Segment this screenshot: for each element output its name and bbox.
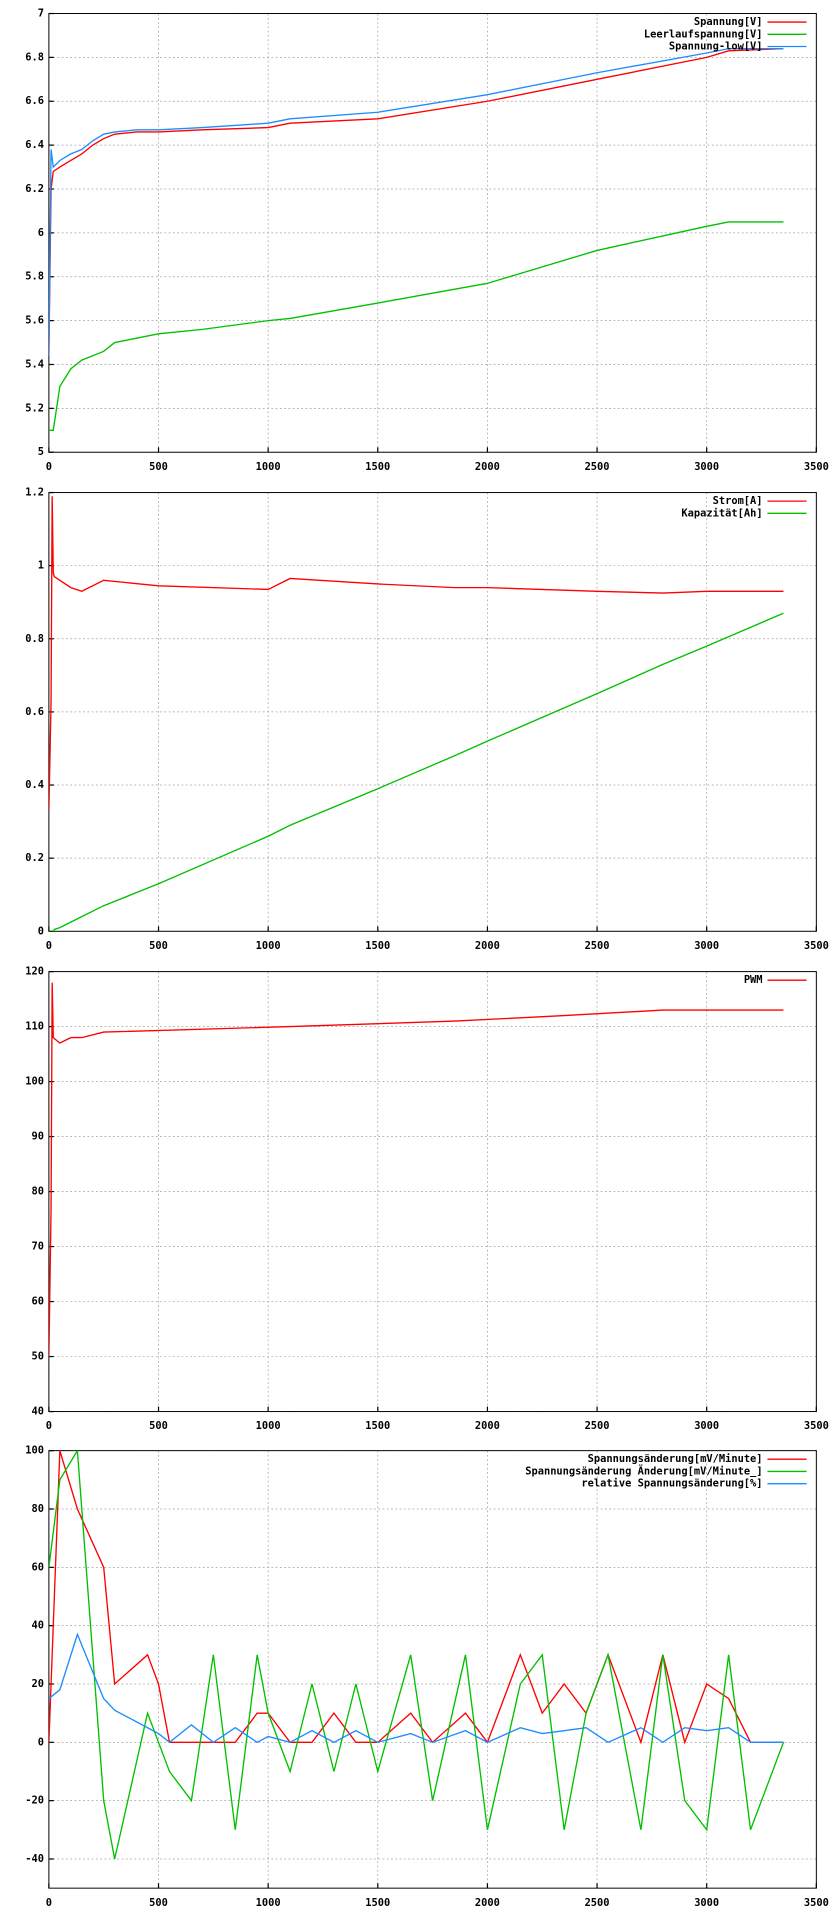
plot-frame	[48, 492, 817, 932]
x-tick-label: 3000	[694, 1420, 719, 1432]
y-tick-label: -40	[25, 1853, 44, 1865]
y-tick-label: 40	[31, 1620, 44, 1632]
y-tick-label: 5.2	[25, 402, 44, 414]
x-tick-label: 2500	[585, 940, 610, 952]
y-tick-label: 100	[25, 1076, 44, 1088]
x-tick-label: 2500	[585, 1897, 610, 1909]
y-tick-label: 60	[31, 1561, 44, 1573]
x-tick-label: 1000	[256, 1420, 281, 1432]
plot-frame	[48, 13, 817, 453]
y-tick-label: 0.6	[25, 706, 44, 718]
x-tick-label: 2000	[475, 1897, 500, 1909]
legend-label: Leerlaufspannung[V]	[644, 28, 763, 40]
series-line	[48, 1450, 784, 1745]
y-tick-label: 40	[31, 1406, 44, 1418]
x-tick-label: 3500	[804, 461, 829, 473]
y-tick-label: 110	[25, 1021, 44, 1033]
legend-label: Strom[A]	[713, 495, 763, 507]
x-tick-label: 1500	[365, 1420, 390, 1432]
x-tick-label: 500	[149, 461, 168, 473]
x-tick-label: 0	[46, 1897, 52, 1909]
y-tick-label: 0	[38, 1736, 44, 1748]
y-tick-label: 0.2	[25, 852, 44, 864]
y-tick-label: -20	[25, 1795, 44, 1807]
y-tick-label: 6.8	[25, 51, 44, 63]
legend-label: Spannungsänderung[mV/Minute]	[588, 1453, 763, 1465]
y-tick-label: 5.4	[25, 358, 44, 370]
series-line	[48, 47, 784, 356]
series-line	[48, 47, 784, 354]
y-tick-label: 100	[25, 1445, 44, 1457]
y-tick-label: 120	[25, 966, 44, 978]
y-tick-label: 20	[31, 1678, 44, 1690]
x-tick-label: 500	[149, 1420, 168, 1432]
y-tick-label: 60	[31, 1296, 44, 1308]
x-tick-label: 500	[149, 1897, 168, 1909]
x-tick-label: 3500	[804, 940, 829, 952]
x-tick-label: 3000	[694, 1897, 719, 1909]
y-tick-label: 70	[31, 1241, 44, 1253]
x-tick-label: 3500	[804, 1897, 829, 1909]
x-tick-label: 1500	[365, 1897, 390, 1909]
series-line	[48, 612, 784, 932]
y-tick-label: 90	[31, 1131, 44, 1143]
y-tick-label: 5	[38, 446, 44, 458]
y-tick-label: 5.8	[25, 271, 44, 283]
series-line	[48, 221, 784, 431]
legend-label: relative Spannungsänderung[%]	[581, 1478, 762, 1490]
x-tick-label: 2000	[475, 940, 500, 952]
y-tick-label: 0.4	[25, 779, 44, 791]
series-line	[48, 982, 784, 1357]
x-tick-label: 0	[46, 461, 52, 473]
x-tick-label: 3000	[694, 940, 719, 952]
y-tick-label: 6.4	[25, 139, 44, 151]
x-tick-label: 3000	[694, 461, 719, 473]
y-tick-label: 0.8	[25, 633, 44, 645]
legend-label: Spannungsänderung Änderung[mV/Minute_]	[525, 1463, 762, 1477]
series-line	[48, 1450, 785, 1860]
legend-label: Kapazität[Ah]	[681, 507, 762, 519]
x-tick-label: 1000	[256, 461, 281, 473]
series-line	[48, 1632, 784, 1744]
x-tick-label: 3500	[804, 1420, 829, 1432]
x-tick-label: 2000	[475, 461, 500, 473]
legend-label: PWM	[744, 974, 763, 986]
x-tick-label: 1500	[365, 461, 390, 473]
x-tick-label: 0	[46, 940, 52, 952]
y-tick-label: 6.6	[25, 95, 44, 107]
y-tick-label: 80	[31, 1503, 44, 1515]
y-tick-label: 7	[38, 8, 44, 20]
x-tick-label: 2500	[585, 1420, 610, 1432]
plot-frame	[48, 1450, 817, 1889]
x-tick-label: 500	[149, 940, 168, 952]
y-tick-label: 5.6	[25, 315, 44, 327]
x-tick-label: 0	[46, 1420, 52, 1432]
x-tick-label: 1000	[256, 940, 281, 952]
x-tick-label: 2500	[585, 461, 610, 473]
y-tick-label: 80	[31, 1186, 44, 1198]
series-line	[48, 496, 784, 811]
y-tick-label: 6	[38, 227, 44, 239]
legend-label: Spannung[V]	[694, 16, 763, 28]
y-tick-label: 0	[38, 925, 44, 937]
x-tick-label: 1500	[365, 940, 390, 952]
plot-frame	[48, 971, 817, 1413]
x-tick-label: 1000	[256, 1897, 281, 1909]
y-tick-label: 1.2	[25, 487, 44, 499]
y-tick-label: 6.2	[25, 183, 44, 195]
x-tick-label: 2000	[475, 1420, 500, 1432]
y-tick-label: 50	[31, 1351, 44, 1363]
y-tick-label: 1	[38, 560, 44, 572]
legend-label: Spannung-low[V]	[669, 41, 763, 53]
